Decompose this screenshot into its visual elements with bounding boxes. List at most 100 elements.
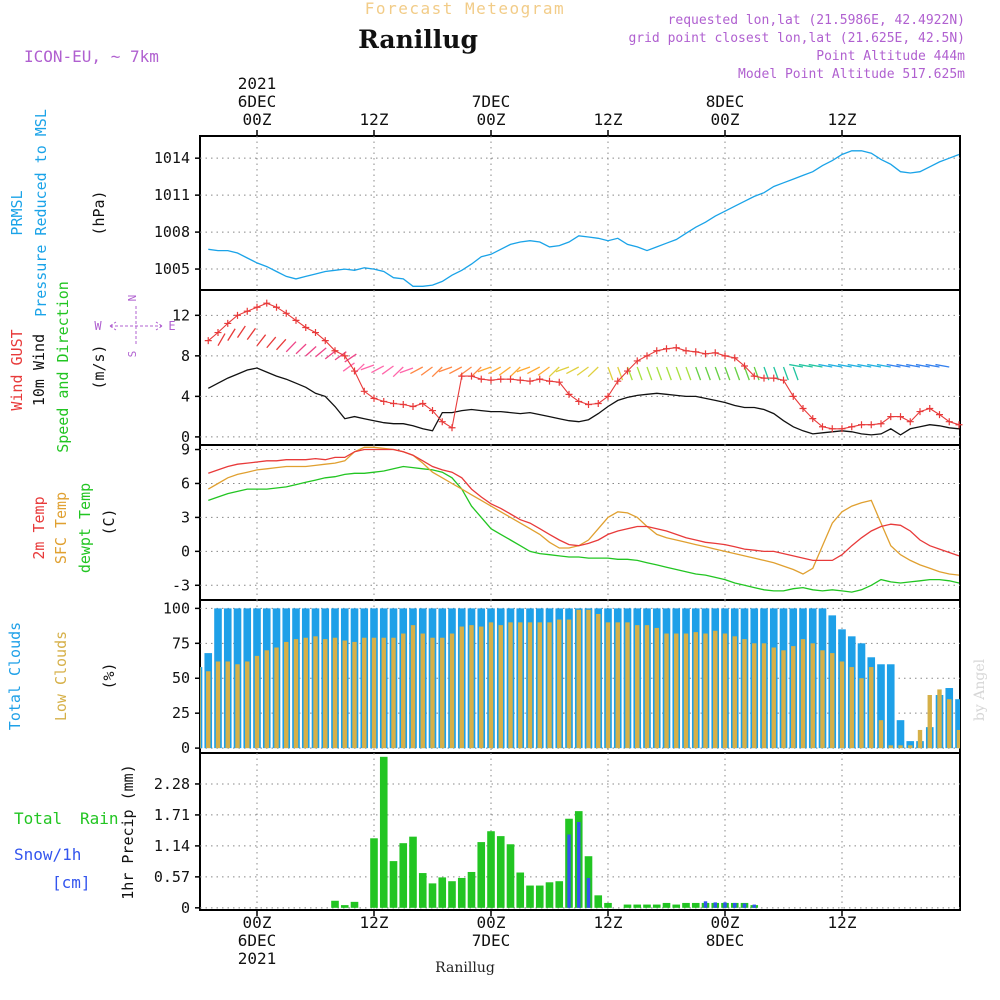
precip-legend-rain: Rain [80,809,119,828]
wind-vector [607,366,614,381]
low-cloud-bar [683,633,689,749]
low-cloud-bar [791,646,796,749]
low-cloud-bar [674,633,679,749]
low-cloud-bar [742,639,747,749]
wind-gust-marker [721,352,729,360]
wind-gust-marker [653,347,661,355]
low-cloud-bar [732,636,737,749]
rain-bar [418,873,427,908]
wind-vector [276,338,287,351]
wind-gust-marker [741,362,748,370]
rain-bar [662,902,671,908]
wind-vector [695,366,702,381]
low-cloud-bar [284,641,289,749]
bottom-time-label: 2021 [238,949,277,968]
total-cloud-bar [906,741,915,749]
top-time-label: 6DEC [238,92,277,111]
wind-gust-marker [936,411,943,419]
wind-vector [392,366,404,378]
panel-legends: PRMSL Pressure Reduced to MSL (hPa) Wind GU… [6,109,176,900]
low-cloud-bar [878,720,884,749]
rain-bar [535,885,544,908]
wind-ylabel: (m/s) [90,344,108,389]
low-cloud-bar [440,637,445,749]
low-cloud-bar [537,622,542,749]
wind-gust-marker [341,352,349,360]
wind-gust-marker [633,357,641,365]
wind-vector [399,367,414,374]
low-cloud-bar [225,661,230,749]
low-cloud-bar [839,661,845,749]
low-cloud-bar [644,625,650,749]
top-time-label: 12Z [360,110,389,129]
wind-gust-marker [760,374,768,382]
wind-vector [236,325,246,338]
wind-vector [724,366,731,381]
wind-vector [656,366,663,381]
wind-vector [704,366,711,381]
y-tick-label: 100 [163,599,190,617]
wind-vector [837,363,852,368]
rain-bar [467,871,476,908]
wind-vector [896,363,911,368]
model-altitude: Model Point Altitude 517.625m [738,67,965,82]
top-time-label: 2021 [238,74,277,93]
rain-bar [506,844,515,908]
low-cloud-bar [479,626,484,749]
wind-gust-marker [526,377,534,385]
wind-vector [753,366,760,381]
wind-panel: 0 4 8 12 [172,290,963,446]
low-cloud-bar [459,626,464,749]
low-cloud-bar [401,633,406,749]
low-cloud-bar [722,633,728,749]
wind-vector [449,366,463,375]
sfc-temp-line [207,446,960,576]
bottom-time-label: 00Z [711,913,740,932]
wind-vector [353,363,365,375]
bottom-time-label: 12Z [828,913,857,932]
bottom-time-label: 8DEC [706,931,745,950]
rain-bar [379,756,388,908]
wind-gust-marker [331,347,339,355]
y-tick-label: 6 [181,474,190,492]
rain-bar [457,877,466,908]
low-cloud-bar [508,622,513,749]
low-cloud-bar [615,622,620,749]
low-cloud-bar [547,622,552,749]
temp-legend-sfc: SFC Temp [52,492,70,564]
wind-vector [410,366,424,375]
grid-point-coords: grid point closest lon,lat (21.625E, 42.… [628,31,965,46]
low-cloud-bar [713,630,718,749]
y-tick-label: 50 [172,669,190,687]
wind-gust-marker [828,425,836,433]
pressure-ylabel: (hPa) [90,190,108,235]
wind-gust-marker [360,387,368,395]
wind-vector [675,366,682,381]
low-cloud-bar [927,695,932,749]
total-cloud-bar [200,667,203,749]
wind-vector [470,366,482,378]
temp-legend-2m: 2m Temp [30,496,48,559]
wind-gust-marker [799,405,807,413]
rain-bar [633,904,642,908]
snow-bar [567,834,571,908]
wind-gust-marker [390,399,397,407]
wind-gust-marker [692,348,700,356]
wind-gust-marker [848,423,856,431]
wind-gust-marker [672,344,680,352]
wind-gust-marker [594,399,602,407]
low-cloud-bar [362,637,367,749]
wind-gust-marker [419,399,427,407]
low-cloud-bar [430,637,435,749]
bottom-time-label: 7DEC [472,931,511,950]
wind-vector [360,364,375,371]
wind-legend-gust: Wind GUST [8,329,26,410]
low-cloud-bar [235,664,240,749]
wind-vector [371,365,385,374]
wind-vector [246,327,257,341]
dewpoint-line [208,465,960,593]
wind-vector [555,366,570,373]
top-time-label: 7DEC [472,92,511,111]
wind-gust-marker [809,415,817,423]
rain-bar [526,885,534,908]
